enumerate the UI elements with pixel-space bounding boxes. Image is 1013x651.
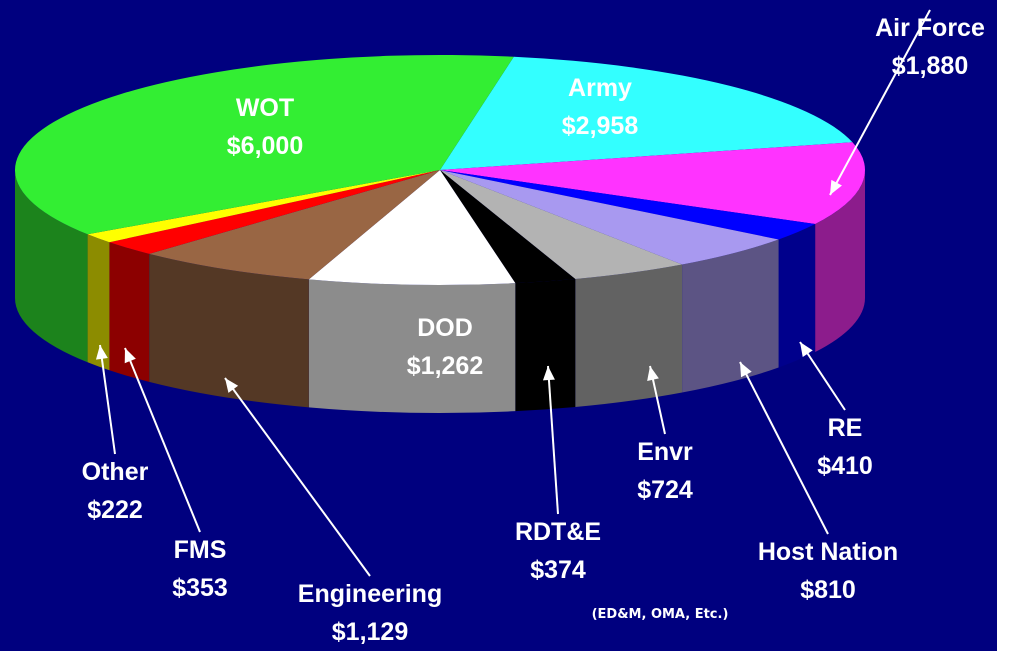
leader-line [829,9,931,196]
annotation: (ED&M, OMA, Etc.) [591,607,729,622]
sides [14,170,865,413]
leader-line [124,347,201,533]
slice [15,54,514,235]
slice-label: Army $2,958 [562,74,639,140]
slice-side [87,234,110,371]
label-name: Air Force [875,14,985,42]
label-name: Envr [637,438,693,466]
slice [440,170,779,265]
label-value: $810 [800,576,856,604]
label-value: $222 [87,496,143,524]
slice-side [14,170,88,363]
label-name: Other [82,458,149,486]
slice-label: Air Force $1,880 [875,14,985,80]
label-value: $724 [637,476,693,504]
slice-label: Host Nation $810 [758,538,898,604]
label-value: $1,129 [332,618,408,646]
arrow-head [542,366,555,381]
slice-side [815,170,865,353]
slice [440,170,816,240]
slice-side [575,264,683,408]
slice [440,56,853,170]
label-value: $2,958 [562,112,639,140]
slice-label: WOT $6,000 [227,94,303,160]
label-name: FMS [174,536,227,564]
label-value: $6,000 [227,132,303,160]
arrow-head [647,366,659,381]
edge [997,0,1013,651]
slice-label: Engineering $1,129 [298,580,442,646]
slice-label: Other $222 [82,458,149,524]
label-name: Engineering [298,580,442,608]
arrow-head [225,378,239,393]
slice-side [515,279,576,412]
leader-line [224,377,371,577]
slice [109,170,440,254]
slice-label: DOD $1,262 [407,314,483,380]
label-name: Army [568,74,632,102]
label-name: RDT&E [515,518,601,546]
slice-side [308,279,516,413]
slice-label: Envr $724 [637,438,693,504]
leader-line [547,365,559,515]
slice-side [682,239,779,393]
label-value: $1,262 [407,352,483,380]
slice [440,142,865,225]
slice [87,170,440,243]
label-name: DOD [417,314,473,342]
slice-side [109,242,150,382]
leader-line [99,344,116,455]
label-name: Host Nation [758,538,898,566]
tops [15,54,865,285]
label-value: $353 [172,574,228,602]
slice [308,170,516,285]
label-value: $1,880 [892,52,968,80]
arrow-head [830,179,842,195]
slice [440,170,683,280]
leader-line [739,361,829,535]
arrow-head [740,362,752,378]
label-name: RE [828,414,863,442]
slice [440,170,576,284]
arrow-head [124,348,136,364]
arrow-head [95,345,108,360]
slice-label: RE $410 [817,414,873,480]
slice-label: RDT&E $374 [515,518,601,584]
slice-side [778,224,816,368]
label-name: WOT [236,94,294,122]
label-value: $410 [817,452,873,480]
slice [149,170,440,280]
slice-side [149,253,309,408]
slice-label: FMS $353 [172,536,228,602]
arrow-head [800,342,813,357]
label-value: $374 [530,556,586,584]
